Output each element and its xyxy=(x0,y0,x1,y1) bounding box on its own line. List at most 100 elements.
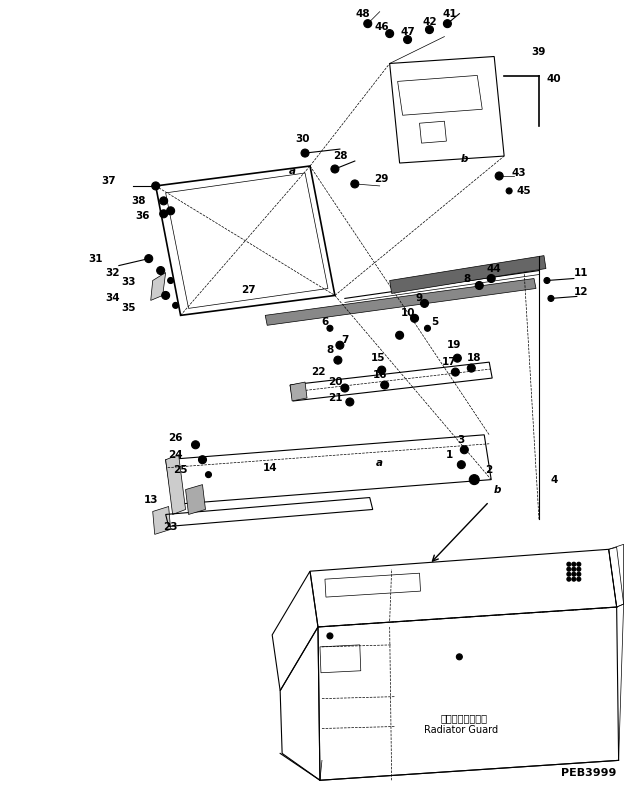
Circle shape xyxy=(572,562,576,566)
Text: 8: 8 xyxy=(326,345,334,355)
Circle shape xyxy=(192,441,200,449)
Circle shape xyxy=(331,165,339,173)
Circle shape xyxy=(145,255,153,263)
Text: 24: 24 xyxy=(168,449,183,460)
Circle shape xyxy=(460,445,468,454)
Circle shape xyxy=(458,460,465,469)
Circle shape xyxy=(381,381,389,389)
Circle shape xyxy=(567,562,571,566)
Circle shape xyxy=(443,20,451,28)
Text: 34: 34 xyxy=(106,294,120,304)
Circle shape xyxy=(168,278,173,283)
Text: 20: 20 xyxy=(327,377,342,387)
Circle shape xyxy=(544,278,550,283)
Text: 3: 3 xyxy=(458,434,465,445)
Polygon shape xyxy=(151,272,166,301)
Circle shape xyxy=(426,26,433,34)
Circle shape xyxy=(167,207,175,215)
Circle shape xyxy=(577,572,581,576)
Text: 19: 19 xyxy=(447,340,461,350)
Text: 41: 41 xyxy=(442,9,457,19)
Polygon shape xyxy=(185,485,205,515)
Circle shape xyxy=(162,291,170,299)
Text: 26: 26 xyxy=(168,433,183,443)
Circle shape xyxy=(327,633,333,639)
Text: 17: 17 xyxy=(442,357,457,368)
Circle shape xyxy=(151,182,160,190)
Text: 14: 14 xyxy=(263,463,277,473)
Circle shape xyxy=(327,325,333,331)
Text: 11: 11 xyxy=(573,268,588,278)
Polygon shape xyxy=(153,507,171,534)
Polygon shape xyxy=(290,382,307,401)
Text: b: b xyxy=(461,154,468,164)
Text: a: a xyxy=(289,166,295,176)
Circle shape xyxy=(548,295,554,301)
Polygon shape xyxy=(166,455,185,515)
Text: 1: 1 xyxy=(446,449,453,460)
Text: 29: 29 xyxy=(374,174,389,184)
Circle shape xyxy=(421,299,428,308)
Text: 44: 44 xyxy=(487,264,501,274)
Text: 48: 48 xyxy=(356,9,370,19)
Circle shape xyxy=(205,471,212,478)
Text: 25: 25 xyxy=(173,464,188,475)
Circle shape xyxy=(160,197,168,205)
Circle shape xyxy=(351,180,359,188)
Text: 45: 45 xyxy=(516,186,531,196)
Circle shape xyxy=(386,30,394,38)
Circle shape xyxy=(567,572,571,576)
Text: 27: 27 xyxy=(241,286,255,295)
Text: 8: 8 xyxy=(464,274,471,283)
Circle shape xyxy=(341,384,349,392)
Text: 12: 12 xyxy=(573,287,588,297)
Text: b: b xyxy=(493,485,501,494)
Text: 5: 5 xyxy=(431,317,438,327)
Text: 7: 7 xyxy=(341,335,349,345)
Text: 36: 36 xyxy=(135,211,150,221)
Polygon shape xyxy=(389,57,504,163)
Circle shape xyxy=(156,267,165,275)
Text: 37: 37 xyxy=(101,176,116,186)
Text: 10: 10 xyxy=(401,309,415,319)
Text: 13: 13 xyxy=(143,494,158,504)
Circle shape xyxy=(572,577,576,581)
Circle shape xyxy=(346,398,354,406)
Circle shape xyxy=(451,368,459,376)
Text: 35: 35 xyxy=(121,303,136,313)
Circle shape xyxy=(198,456,207,464)
Text: 43: 43 xyxy=(512,168,526,178)
Text: 28: 28 xyxy=(332,151,347,161)
Circle shape xyxy=(572,572,576,576)
Circle shape xyxy=(470,475,480,485)
Circle shape xyxy=(567,577,571,581)
Circle shape xyxy=(577,567,581,571)
Polygon shape xyxy=(166,434,491,504)
Circle shape xyxy=(456,654,463,660)
Text: 15: 15 xyxy=(371,353,385,363)
Text: 22: 22 xyxy=(310,367,326,377)
Polygon shape xyxy=(389,256,546,294)
Text: 38: 38 xyxy=(131,196,146,206)
Text: Radiator Guard: Radiator Guard xyxy=(424,726,498,736)
Text: 32: 32 xyxy=(106,268,120,278)
Circle shape xyxy=(173,302,178,309)
Circle shape xyxy=(468,364,475,372)
Circle shape xyxy=(495,172,503,180)
Circle shape xyxy=(577,562,581,566)
Text: 39: 39 xyxy=(532,46,546,57)
Circle shape xyxy=(396,331,404,339)
Text: 18: 18 xyxy=(467,353,481,363)
Text: 40: 40 xyxy=(546,75,562,84)
Circle shape xyxy=(453,354,461,362)
Circle shape xyxy=(475,282,483,290)
Text: 46: 46 xyxy=(374,21,389,31)
Text: 42: 42 xyxy=(422,17,437,27)
Text: 2: 2 xyxy=(486,464,493,475)
Text: 21: 21 xyxy=(327,393,342,403)
Text: ラジエータガード: ラジエータガード xyxy=(441,714,488,723)
Circle shape xyxy=(336,342,344,349)
Text: 6: 6 xyxy=(321,317,329,327)
Circle shape xyxy=(301,149,309,157)
Text: 4: 4 xyxy=(550,475,558,485)
